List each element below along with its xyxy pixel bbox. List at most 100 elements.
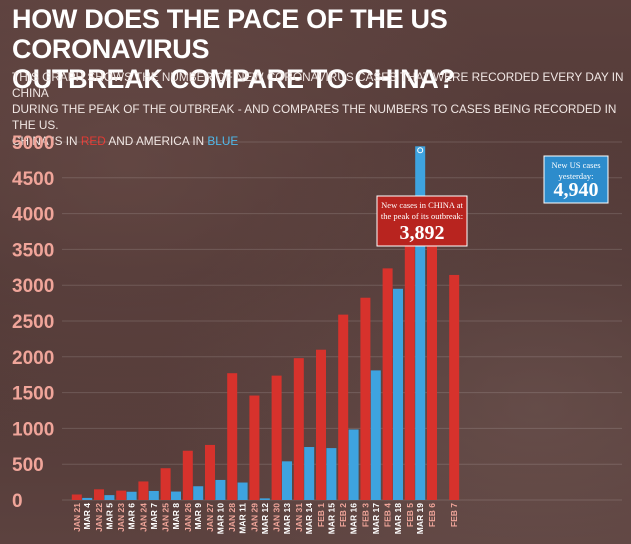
bar-china	[249, 395, 260, 500]
bar-china	[382, 268, 393, 500]
x-tick-label-us: MAR 13	[282, 503, 292, 534]
x-tick-label-us: MAR 5	[104, 503, 114, 530]
bar-us	[237, 482, 248, 500]
subtitle-line-3-prefix: CHINA IS IN	[12, 134, 78, 148]
bar-us	[126, 491, 137, 500]
bar-china	[71, 494, 82, 500]
x-tick-label-china: JAN 28	[227, 503, 237, 532]
callout-us-box	[543, 155, 609, 204]
bar-us	[415, 146, 426, 500]
bar-china	[205, 444, 215, 500]
bar-us	[259, 498, 270, 500]
bar-china	[182, 450, 193, 500]
x-tick-labels: JAN 21 MAR 4 JAN 22 MAR 5 JAN 23 MAR 6 JAN 24 M…	[72, 503, 459, 534]
headline-line-2: OUTBREAK COMPARE TO CHINA?	[12, 64, 455, 94]
subtitle: THIS GRAPH SHOWS THE NUMBER OF NEW CORON…	[12, 69, 624, 149]
x-tick-label-us: MAR 9	[193, 503, 203, 530]
y-tick-label: 0	[12, 491, 23, 512]
x-tick-label-china: JAN 26	[183, 503, 193, 532]
callout-china-box	[376, 195, 468, 247]
x-tick-label-china: JAN 25	[161, 503, 171, 532]
bar-china	[338, 314, 349, 500]
bar-china	[138, 481, 149, 500]
y-tick-label: 2500	[12, 312, 54, 333]
x-tick-label-china: JAN 22	[94, 503, 104, 532]
y-tick-label: 1500	[12, 384, 54, 405]
callout-value: 3,892	[400, 222, 445, 244]
x-tick-label-china: JAN 31	[294, 503, 304, 532]
bar-us	[193, 486, 204, 500]
x-tick-label-us: MAR 17	[371, 503, 381, 534]
bar-us	[148, 490, 159, 500]
bar-china	[116, 490, 127, 500]
callout-text: New US cases	[551, 160, 600, 170]
x-tick-label-us: MAR 6	[127, 503, 137, 530]
callout-text: the peak of its outbreak:	[381, 211, 463, 221]
headline: HOW DOES THE PACE OF THE US CORONAVIRUS …	[12, 4, 622, 94]
callout-text: yesterday:	[559, 171, 594, 181]
x-tick-label-china: JAN 21	[72, 503, 82, 532]
headline-line-1: HOW DOES THE PACE OF THE US CORONAVIRUS	[12, 4, 448, 64]
x-tick-label-china: FEB 6	[427, 503, 437, 527]
x-tick-label-china: JAN 29	[249, 503, 259, 532]
bar-us	[326, 448, 337, 500]
bar-us	[104, 495, 115, 500]
callout-value: 4,940	[554, 179, 599, 201]
subtitle-line-2: DURING THE PEAK OF THE OUTBREAK - AND CO…	[12, 102, 617, 132]
bar-us	[393, 288, 403, 500]
bar-china	[271, 375, 282, 500]
bar-china	[404, 221, 415, 500]
x-tick-label-china: JAN 24	[138, 503, 148, 532]
subtitle-line-3-middle: AND AMERICA IN	[108, 134, 205, 148]
bar-china	[360, 297, 371, 500]
x-tick-label-china: JAN 30	[272, 503, 282, 532]
y-tick-label: 3000	[12, 276, 54, 297]
x-tick-label-china: FEB 3	[360, 503, 370, 527]
y-tick-label: 1000	[12, 419, 54, 440]
bar-china	[449, 274, 460, 500]
bar-china	[94, 489, 104, 500]
bar-china	[316, 349, 326, 500]
bar-china	[427, 235, 437, 500]
x-tick-label-china: FEB 1	[316, 503, 326, 527]
bar-us	[348, 429, 359, 500]
x-tick-label-us: MAR 4	[82, 503, 92, 530]
x-tick-label-china: FEB 7	[449, 503, 459, 527]
callout-text: New cases in CHINA at	[381, 200, 463, 210]
bar-china	[293, 358, 304, 500]
x-tick-label-china: FEB 5	[405, 503, 415, 527]
y-tick-label: 3500	[12, 240, 54, 261]
x-tick-label-china: JAN 27	[205, 503, 215, 532]
x-tick-label-us: MAR 7	[149, 503, 159, 530]
bar-china	[227, 373, 238, 500]
y-tick-labels: 0 500 1000 1500 2000 2500 3000 3500 4000 4500 5000	[12, 133, 54, 512]
bar-us	[171, 491, 181, 500]
y-tick-label: 2000	[12, 348, 54, 369]
y-tick-label: 500	[12, 455, 44, 476]
bars	[71, 146, 460, 500]
x-tick-label-china: FEB 4	[383, 503, 393, 527]
bar-us	[370, 370, 381, 500]
x-tick-label-us: MAR 18	[393, 503, 403, 534]
subtitle-red-word: RED	[80, 134, 106, 148]
bar-us	[282, 461, 292, 500]
bar-us	[82, 497, 93, 500]
subtitle-line-1: THIS GRAPH SHOWS THE NUMBER OF NEW CORON…	[12, 70, 624, 100]
x-tick-label-china: JAN 23	[116, 503, 126, 532]
x-tick-label-us: MAR 14	[304, 503, 314, 534]
y-tick-label: 4500	[12, 169, 54, 190]
y-tick-label: 4000	[12, 205, 54, 226]
x-tick-label-us: MAR 19	[415, 503, 425, 534]
x-tick-label-us: MAR 8	[171, 503, 181, 530]
bar-us	[304, 447, 315, 500]
x-tick-label-us: MAR 10	[215, 503, 225, 534]
x-tick-label-us: MAR 11	[238, 503, 248, 534]
x-tick-label-us: MAR 12	[260, 503, 270, 534]
bar-china	[160, 468, 171, 500]
x-tick-label-us: MAR 16	[349, 503, 359, 534]
subtitle-blue-word: BLUE	[207, 134, 239, 148]
x-tick-label-china: FEB 2	[338, 503, 348, 527]
